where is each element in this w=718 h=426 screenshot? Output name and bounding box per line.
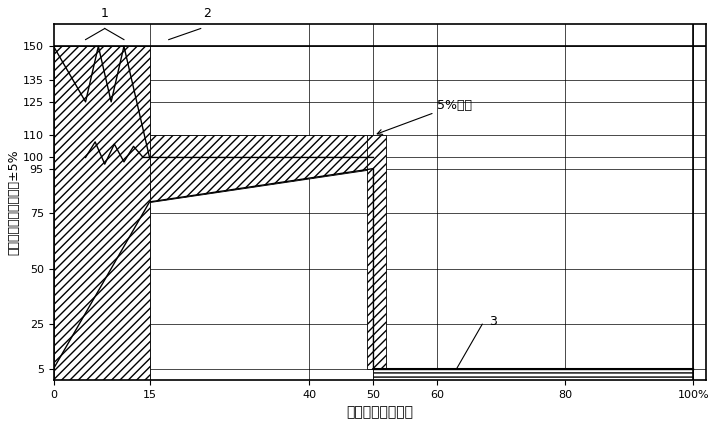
Polygon shape bbox=[149, 135, 373, 202]
Text: 3: 3 bbox=[489, 316, 497, 328]
X-axis label: 一个周期的百分数: 一个周期的百分数 bbox=[346, 405, 414, 419]
Text: 5%周期: 5%周期 bbox=[377, 98, 472, 135]
Polygon shape bbox=[54, 46, 149, 380]
Text: 2: 2 bbox=[203, 6, 211, 20]
Text: 1: 1 bbox=[101, 6, 108, 20]
Polygon shape bbox=[373, 368, 694, 380]
Y-axis label: 题定压力的百分数公差±5%: 题定压力的百分数公差±5% bbox=[7, 149, 20, 255]
Polygon shape bbox=[367, 135, 386, 368]
